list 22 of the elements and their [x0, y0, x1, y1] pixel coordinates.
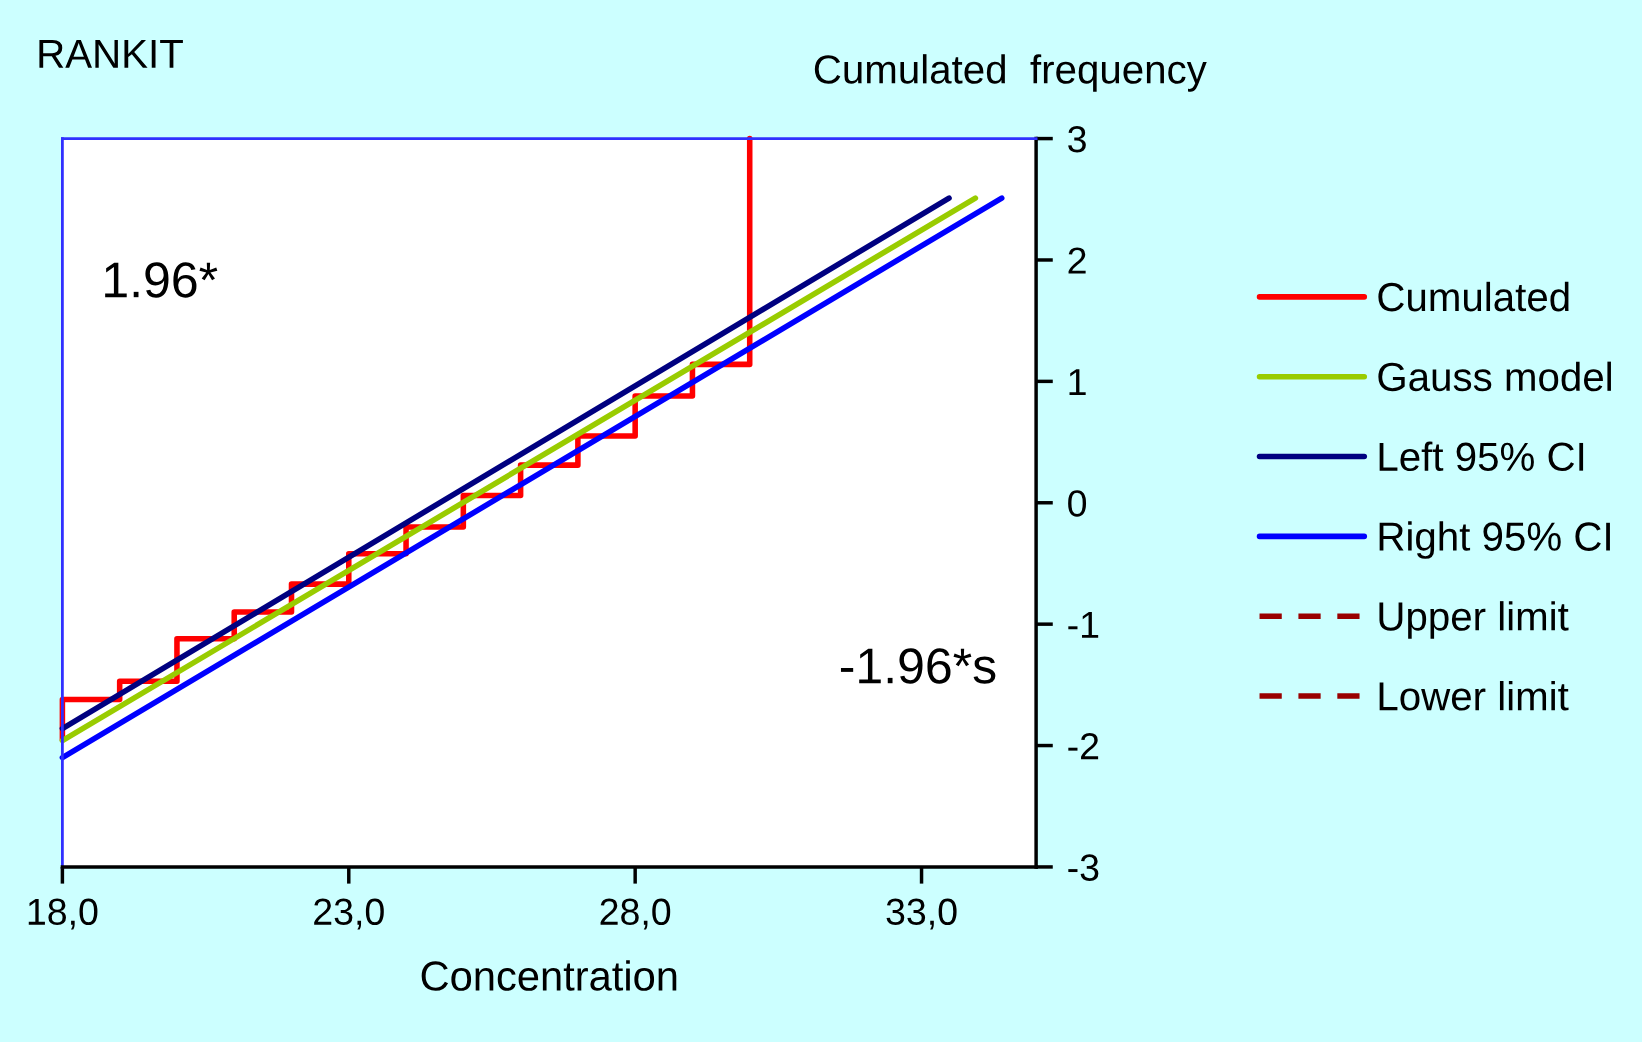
x-tick-label: 18,0: [28, 898, 98, 930]
y-tick-label: -2: [1068, 732, 1099, 760]
legend-label: Lower limit: [1379, 680, 1569, 711]
y-tick-label: 1: [1069, 369, 1086, 395]
y-tick-label: -1: [1068, 611, 1099, 638]
legend-label: Cumulated: [1378, 281, 1569, 312]
legend-label: Right 95% CI: [1379, 521, 1610, 559]
y-axis-title: RANKIT: [39, 40, 183, 68]
y-tick-label: 2: [1068, 247, 1086, 274]
y-tick-label: 0: [1068, 490, 1087, 517]
y-tick-label: 3: [1068, 125, 1086, 153]
legend-label: Left 95% CI: [1379, 441, 1584, 472]
x-tick-label: 28,0: [600, 898, 671, 930]
legend-label: Gauss model: [1378, 361, 1611, 392]
y-tick-label: -3: [1068, 854, 1099, 881]
legend-label: Upper limit: [1379, 601, 1569, 639]
x-tick-label: 23,0: [314, 898, 384, 930]
annotation: 1.96*: [105, 262, 218, 298]
x-tick-label: 33,0: [886, 898, 957, 930]
y2-axis-title: Cumulated frequency: [814, 54, 1207, 92]
x-axis-title: Concentration: [421, 960, 677, 991]
annotation: -1.96*s: [840, 648, 996, 684]
